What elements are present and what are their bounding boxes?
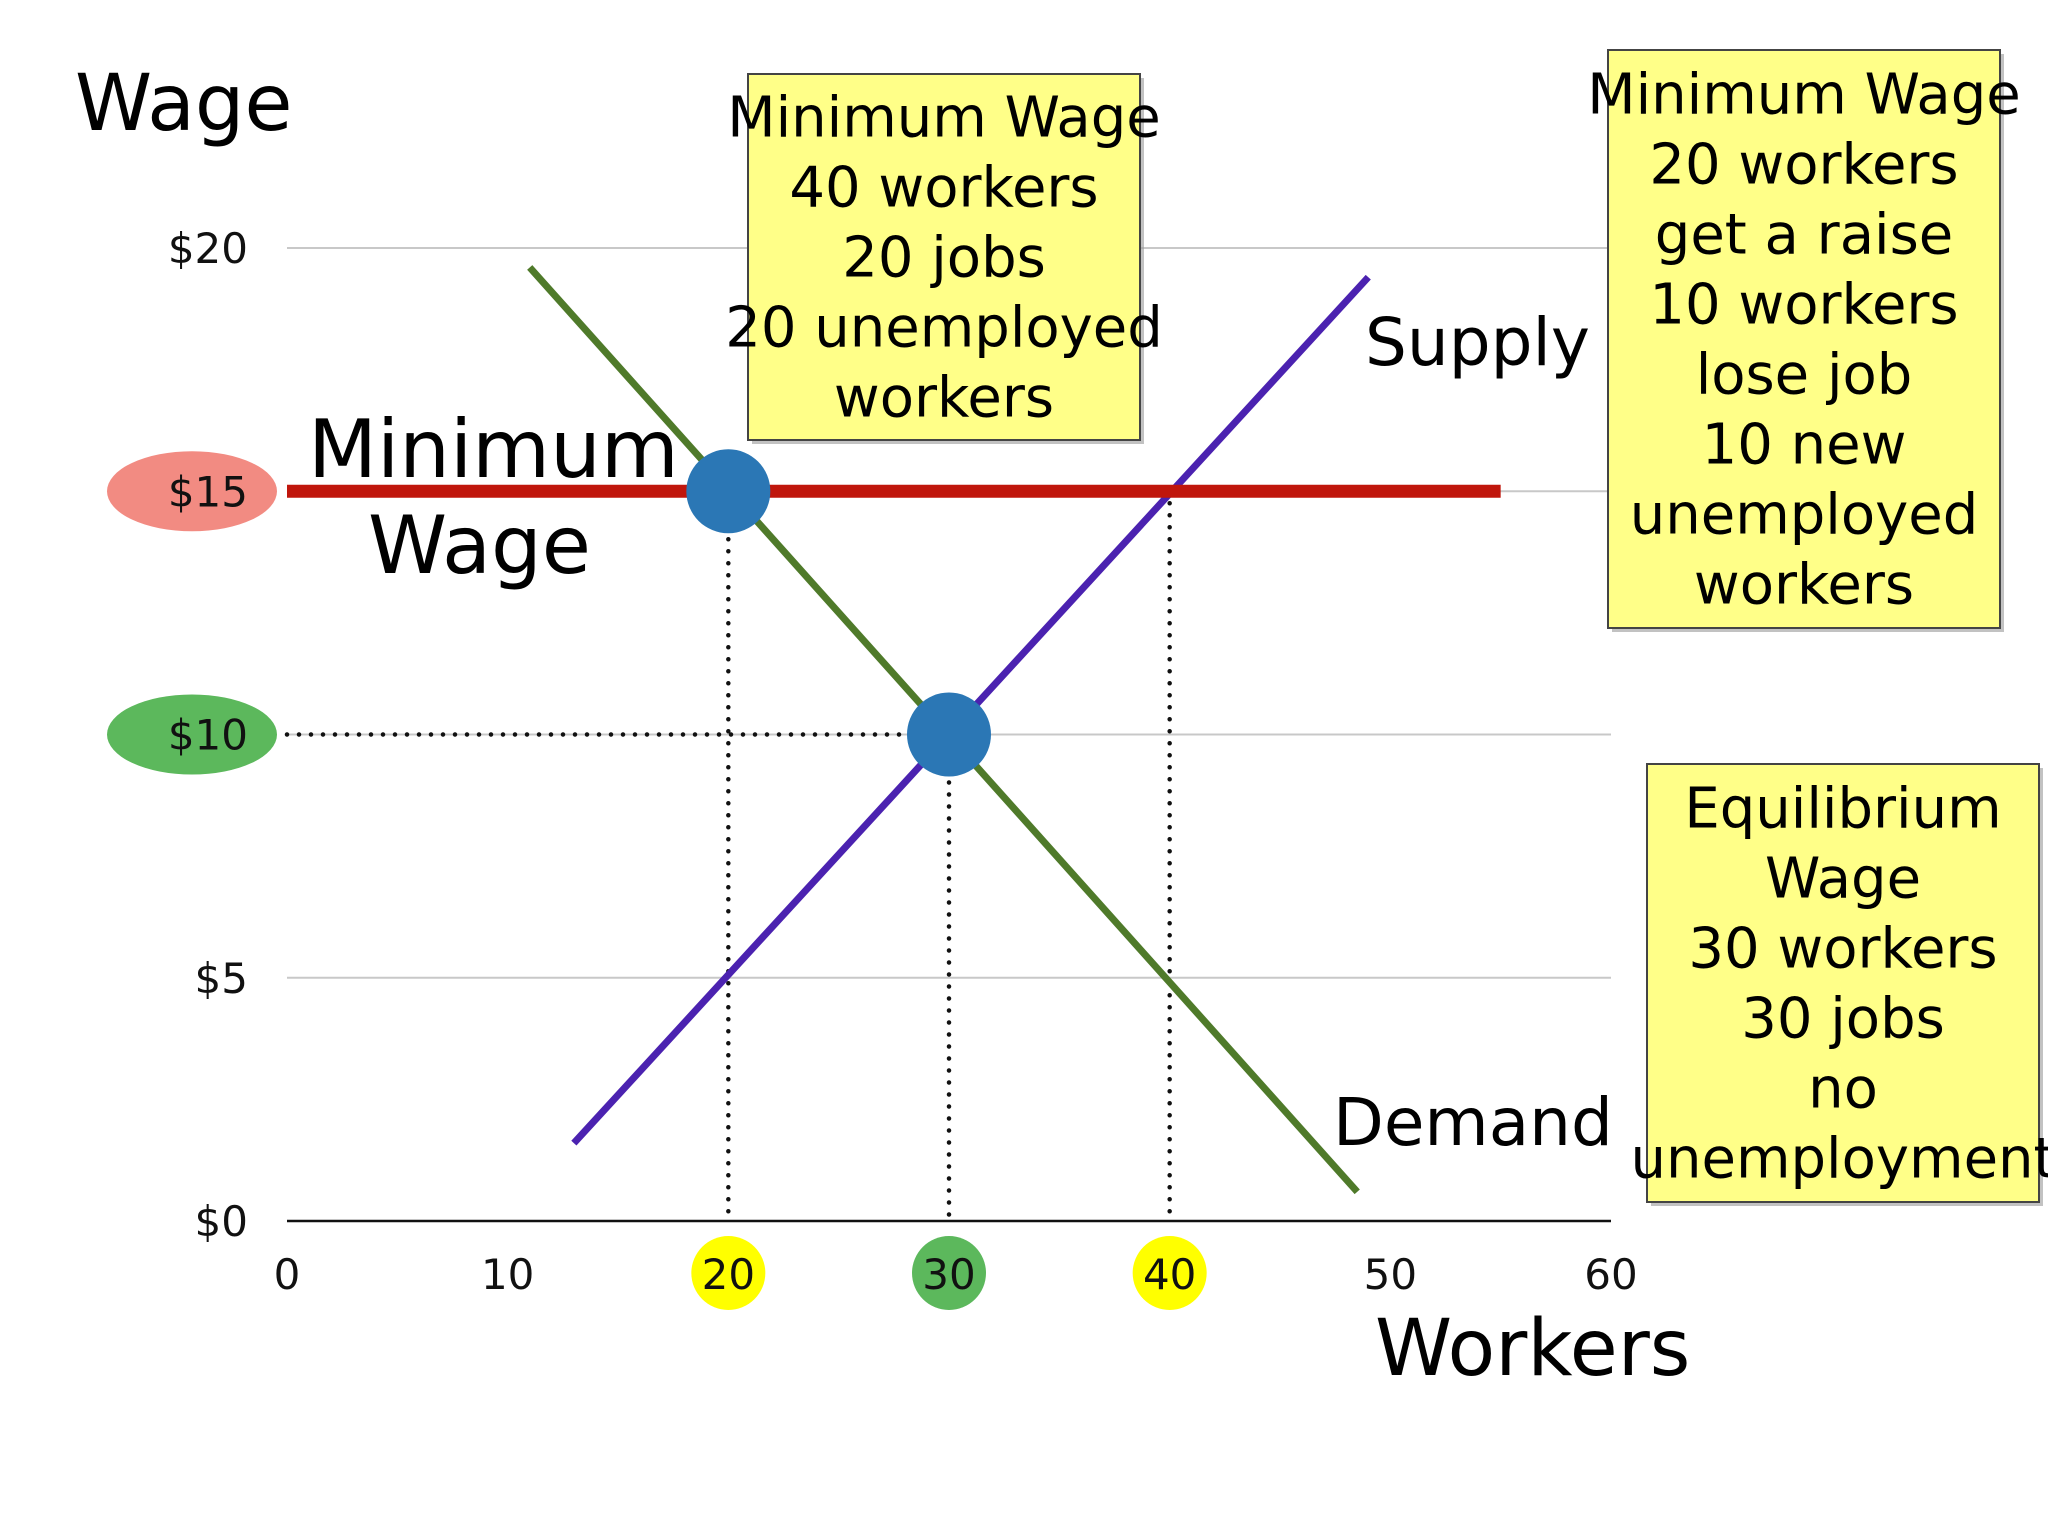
annotation-text-line: workers — [834, 366, 1054, 431]
annotation-text-line: no — [1808, 1057, 1878, 1122]
y-axis-title: Wage — [75, 59, 292, 149]
intersection-points — [686, 449, 991, 777]
annotation-text-line: workers — [1694, 553, 1914, 618]
x-tick-label: 60 — [1584, 1250, 1637, 1299]
y-tick-highlight-10 — [107, 694, 277, 775]
x-tick-label: 10 — [481, 1250, 534, 1299]
annotation-text-line: 20 jobs — [842, 226, 1046, 291]
x-axis-title: Workers — [1375, 1304, 1690, 1394]
minimum-wage-label-line1: Minimum — [308, 403, 679, 496]
y-tick-highlight-15 — [107, 451, 277, 532]
dotted-guides — [284, 489, 1172, 1224]
intersection-point-1 — [907, 692, 991, 777]
y-tick-label: $20 — [168, 224, 248, 273]
annotation-text-line: 20 unemployed — [725, 296, 1163, 361]
y-tick-label: $0 — [195, 1197, 248, 1246]
y-tick-label: $15 — [168, 467, 248, 516]
supply-label: Supply — [1365, 304, 1590, 381]
x-tick-highlight-20 — [691, 1236, 766, 1310]
x-tick-label: 40 — [1143, 1250, 1196, 1299]
annotation-text-line: Minimum Wage — [727, 86, 1160, 151]
x-tick-label: 50 — [1364, 1250, 1417, 1299]
annotation-text-line: 30 workers — [1688, 917, 1997, 982]
tick-highlights — [107, 451, 1207, 1310]
annotation-text-line: Equilibrium — [1684, 777, 2001, 842]
annotation-box-bg — [747, 73, 1141, 441]
x-tick-label: 20 — [702, 1250, 755, 1299]
annotation-text-line: lose job — [1696, 343, 1913, 408]
annotation-text-line: get a raise — [1655, 203, 1953, 268]
x-tick-highlight-40 — [1132, 1236, 1207, 1310]
x-tick-highlight-30 — [912, 1236, 986, 1310]
y-tick-label: $10 — [168, 711, 248, 760]
annotation-text-line: 20 workers — [1649, 133, 1958, 198]
intersection-point-0 — [686, 449, 771, 534]
annotation-text-line: unemployed — [1630, 483, 1979, 548]
minimum-wage-label-line2: Wage — [368, 499, 591, 592]
annotation-text-line: unemployment — [1631, 1127, 2048, 1192]
annotation-text-line: 10 workers — [1649, 273, 1958, 338]
annotation-text-line: 30 jobs — [1741, 987, 1945, 1052]
x-tick-label: 0 — [274, 1250, 301, 1299]
annotation-text-line: 40 workers — [789, 156, 1098, 221]
annotation-box-bg — [1646, 763, 2040, 1203]
annotation-box-bg — [1607, 49, 2001, 629]
annotation-text-line: Minimum Wage — [1587, 63, 2020, 128]
annotation-text-line: 10 new — [1702, 413, 1907, 478]
chart-text: Wage Workers Supply Demand Minimum Wage — [75, 59, 1690, 1394]
demand-label: Demand — [1333, 1084, 1613, 1161]
tick-labels: $0 $5 $10 $15 $20 0 10 20 30 40 50 60 — [168, 224, 1638, 1299]
x-tick-label: 30 — [922, 1250, 975, 1299]
y-tick-label: $5 — [195, 954, 248, 1003]
annotation-text-line: Wage — [1765, 847, 1921, 912]
